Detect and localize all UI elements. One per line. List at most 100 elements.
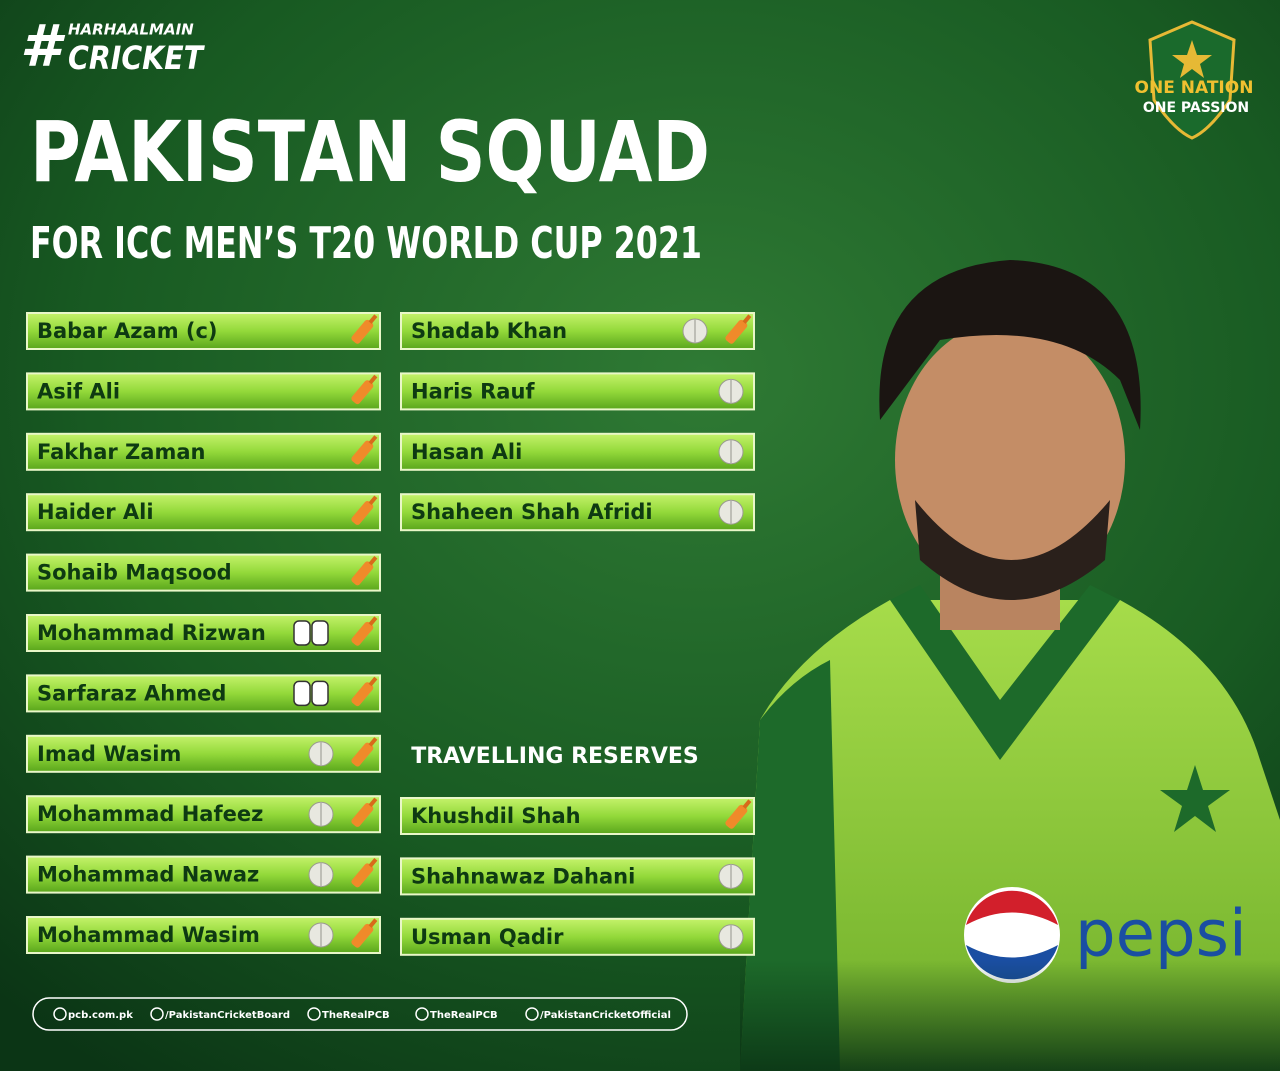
player-name: Shahnawaz Dahani: [411, 864, 635, 888]
social-icon: [307, 1007, 321, 1021]
bat-icon: [351, 374, 378, 405]
player-row: Shaheen Shah Afridi: [400, 493, 755, 532]
bat-handle: [368, 435, 378, 445]
row-bg: [400, 797, 755, 835]
row-bg: [26, 553, 381, 592]
player-name: Shadab Khan: [411, 319, 567, 343]
player-row: Hasan Ali: [400, 432, 755, 471]
player-name: Sohaib Maqsood: [37, 561, 232, 585]
bat-blade: [351, 561, 374, 586]
player-name: Usman Qadir: [411, 925, 564, 949]
bat-icon: [725, 799, 752, 829]
social-icon: [53, 1007, 67, 1021]
bat-icon: [351, 435, 378, 465]
player-row: Sarfaraz Ahmed: [26, 674, 381, 713]
player-row: Haider Ali: [26, 493, 381, 532]
player-name: Fakhar Zaman: [37, 440, 205, 464]
bat-handle: [368, 857, 378, 868]
footer-link: /PakistanCricketBoard: [165, 1010, 290, 1021]
bat-handle: [368, 797, 378, 808]
hashtag-top: HARHAALMAIN: [68, 21, 194, 39]
bat-handle: [368, 737, 378, 747]
player-row: Usman Qadir: [400, 917, 755, 956]
bat-icon: [351, 918, 378, 948]
player-name: Sarfaraz Ahmed: [37, 681, 226, 705]
subtitle: FOR ICC MEN’S T20 WORLD CUP 2021: [30, 218, 702, 269]
player-name: Shaheen Shah Afridi: [411, 500, 653, 524]
bat-blade: [351, 621, 374, 646]
bat-handle: [368, 555, 378, 566]
row-bg: [400, 493, 755, 532]
footer-link: pcb.com.pk: [68, 1010, 133, 1021]
player-row: Shahnawaz Dahani: [400, 857, 755, 896]
shirt-logo: pepsi: [1075, 898, 1247, 972]
hashtag-bottom: CRICKET: [68, 39, 205, 77]
player-row: Mohammad Wasim: [26, 916, 381, 954]
bat-blade: [351, 682, 374, 707]
glove-icon: [293, 680, 311, 707]
bat-blade: [725, 804, 748, 829]
row-bg: [400, 857, 755, 896]
row-bg: [26, 432, 381, 471]
player-row: Khushdil Shah: [400, 797, 755, 835]
bat-blade: [351, 440, 374, 465]
footer-pill: [32, 997, 688, 1031]
footer-link: TheRealPCB: [322, 1010, 390, 1021]
bat-icon: [351, 555, 378, 586]
player-name: Haider Ali: [37, 500, 154, 524]
bat-icon: [351, 495, 378, 525]
player-row: Mohammad Nawaz: [26, 855, 381, 894]
player-name: Khushdil Shah: [411, 804, 581, 828]
bat-handle: [742, 799, 752, 809]
bat-handle: [368, 495, 378, 506]
player-row: Shadab Khan: [400, 312, 755, 350]
bat-icon: [725, 314, 752, 344]
bat-blade: [351, 501, 374, 525]
player-row: Mohammad Rizwan: [26, 614, 381, 652]
bat-icon: [351, 737, 378, 767]
player-name: Hasan Ali: [411, 440, 522, 464]
player-row: Asif Ali: [26, 372, 381, 411]
hashtag-symbol: #: [20, 12, 66, 80]
bat-icon: [351, 797, 378, 827]
bat-blade: [725, 319, 748, 344]
bat-handle: [368, 676, 378, 687]
player-name: Mohammad Nawaz: [37, 863, 259, 887]
glove-icon: [293, 620, 311, 646]
player-name: Haris Rauf: [411, 379, 535, 403]
player-row: Sohaib Maqsood: [26, 553, 381, 592]
row-bg: [400, 372, 755, 411]
row-bg: [26, 493, 381, 532]
player-name: Mohammad Rizwan: [37, 621, 266, 645]
player-name: Imad Wasim: [37, 742, 181, 766]
bat-icon: [351, 676, 378, 707]
bat-blade: [351, 319, 374, 344]
player-row: Haris Rauf: [400, 372, 755, 411]
player-name: Asif Ali: [37, 379, 120, 403]
player-name: Babar Azam (c): [37, 319, 218, 343]
bat-icon: [351, 857, 378, 888]
bat-icon: [351, 314, 378, 344]
social-icon: [150, 1007, 164, 1021]
glove-icon: [311, 620, 329, 646]
row-bg: [26, 312, 381, 350]
player-name: Mohammad Hafeez: [37, 802, 263, 826]
bat-handle: [742, 314, 752, 324]
footer-link: TheRealPCB: [430, 1010, 498, 1021]
badge-line2: ONE PASSION: [1143, 100, 1249, 116]
bat-handle: [368, 314, 378, 324]
bat-blade: [351, 742, 374, 767]
player-row: Fakhar Zaman: [26, 432, 381, 471]
player-row: Mohammad Hafeez: [26, 795, 381, 834]
bat-handle: [368, 918, 378, 928]
bat-handle: [368, 374, 378, 385]
player-row: Babar Azam (c): [26, 312, 381, 350]
glove-icon: [311, 680, 329, 707]
bat-handle: [368, 616, 378, 626]
badge: ONE NATION ONE PASSION: [1135, 20, 1253, 140]
row-bg: [400, 917, 755, 956]
bat-blade: [351, 803, 374, 827]
social-icon: [415, 1007, 429, 1021]
player-row: Imad Wasim: [26, 734, 381, 773]
bat-blade: [351, 923, 374, 948]
